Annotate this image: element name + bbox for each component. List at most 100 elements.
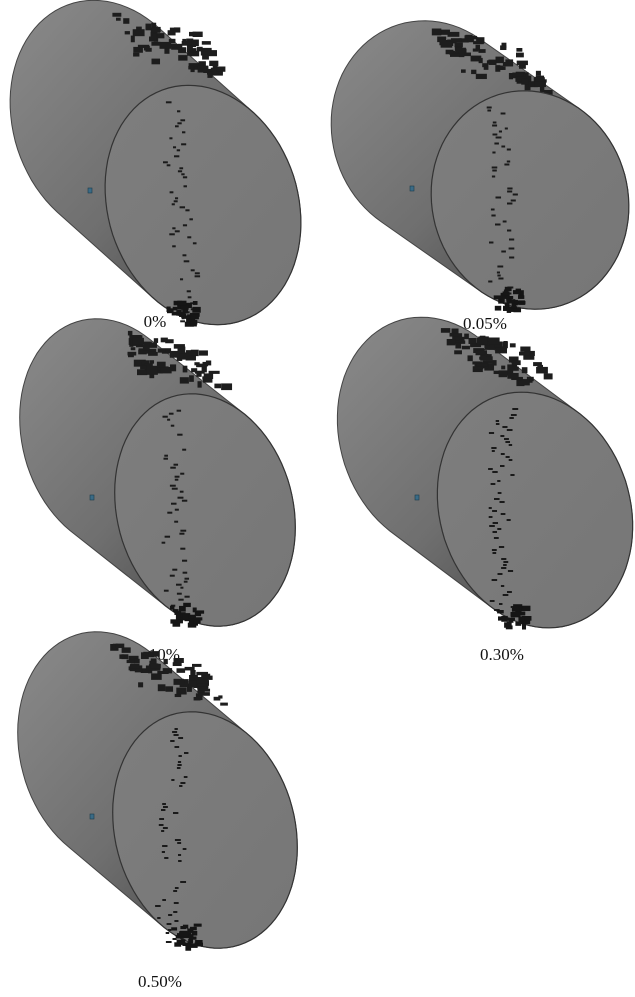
caption: 0.50%	[138, 972, 182, 991]
crack-cell	[432, 29, 442, 36]
crack-cell	[488, 60, 496, 65]
crack-cell	[198, 66, 209, 73]
crack-cell	[175, 197, 178, 199]
crack-cell	[471, 70, 476, 74]
cylinder-face	[437, 392, 632, 628]
crack-cell	[172, 227, 175, 229]
specimen: 0.10%	[20, 319, 296, 664]
crack-cell	[161, 338, 168, 343]
specimen: 0%	[10, 0, 301, 331]
crack-cell	[136, 362, 142, 366]
crack-cell	[178, 599, 183, 601]
crack-cell	[177, 358, 183, 361]
crack-cell	[158, 684, 166, 691]
crack-cell	[486, 356, 493, 360]
crack-cell	[175, 887, 179, 889]
crack-cell	[183, 366, 188, 373]
crack-cell	[171, 927, 177, 930]
crack-cell	[519, 379, 530, 385]
crack-cell	[512, 304, 516, 309]
crack-cell	[178, 170, 182, 172]
crack-cell	[511, 414, 517, 416]
crack-cell	[151, 658, 157, 664]
crack-cell	[501, 513, 506, 515]
crack-cell	[503, 564, 507, 566]
crack-cell	[499, 603, 502, 605]
crack-cell	[522, 624, 526, 630]
crack-cell	[204, 373, 213, 379]
crack-cell	[171, 779, 174, 781]
crack-cell	[163, 161, 168, 163]
crack-cell	[492, 170, 497, 172]
crack-cell	[507, 429, 513, 431]
crack-cell	[498, 278, 503, 280]
crack-cell	[138, 682, 143, 687]
crack-cell	[149, 37, 157, 42]
crack-cell	[183, 176, 187, 178]
crack-cell	[500, 346, 505, 350]
crack-cell	[495, 306, 501, 311]
crack-cell	[164, 455, 168, 457]
crack-cell	[116, 18, 121, 21]
crack-cell	[178, 347, 186, 353]
crack-cell	[174, 942, 181, 946]
crack-cell	[130, 664, 139, 669]
crack-cell	[175, 230, 180, 232]
crack-cell	[507, 161, 510, 163]
crack-cell	[497, 272, 500, 274]
crack-cell	[493, 122, 497, 124]
crack-cell	[505, 618, 515, 621]
crack-cell	[174, 27, 180, 32]
crack-cell	[180, 684, 190, 688]
crack-cell	[496, 197, 502, 199]
crack-cell	[179, 312, 186, 317]
crack-cell	[163, 806, 168, 808]
crack-cell	[180, 782, 185, 784]
crack-cell	[494, 498, 500, 500]
crack-cell	[157, 362, 166, 368]
crack-cell	[178, 761, 181, 763]
crack-cell	[188, 296, 192, 298]
crack-cell	[488, 468, 493, 470]
crack-cell	[173, 812, 178, 814]
crack-cell	[501, 567, 506, 569]
specimen: 0.05%	[331, 21, 629, 333]
crack-cell	[500, 435, 504, 437]
caption: 0.05%	[463, 314, 507, 333]
crack-cell	[169, 233, 175, 235]
crack-cell	[180, 881, 186, 883]
crack-cell	[489, 432, 494, 434]
crack-cell	[174, 902, 179, 904]
crack-cell	[172, 203, 175, 205]
crack-cell	[128, 352, 137, 356]
crack-cell	[503, 561, 508, 563]
crack-cell	[476, 350, 487, 355]
crack-cell	[175, 746, 180, 748]
crack-cell	[500, 45, 506, 50]
crack-cell	[505, 128, 508, 130]
crack-cell	[116, 644, 125, 648]
crack-cell	[504, 164, 509, 166]
crack-cell	[177, 410, 181, 412]
figure: 0%0.05%0.10%0.30%0.50%	[0, 0, 635, 997]
crack-cell	[179, 785, 182, 787]
crack-cell	[498, 299, 505, 304]
crack-cell	[160, 42, 172, 49]
crack-cell	[195, 272, 200, 274]
crack-cell	[119, 654, 124, 659]
crack-cell	[441, 328, 450, 333]
crack-cell	[497, 266, 503, 268]
crack-cell	[189, 375, 194, 382]
crack-cell	[492, 450, 495, 452]
crack-cell	[533, 362, 542, 366]
crack-cell	[185, 596, 190, 598]
crack-cell	[493, 552, 497, 554]
crack-cell	[166, 101, 172, 103]
crack-cell	[499, 370, 508, 377]
crack-cell	[185, 667, 195, 671]
crack-cell	[180, 377, 189, 383]
crack-cell	[122, 647, 131, 652]
crack-cell	[175, 479, 179, 481]
crack-cell	[198, 683, 207, 686]
crack-cell	[221, 383, 232, 390]
